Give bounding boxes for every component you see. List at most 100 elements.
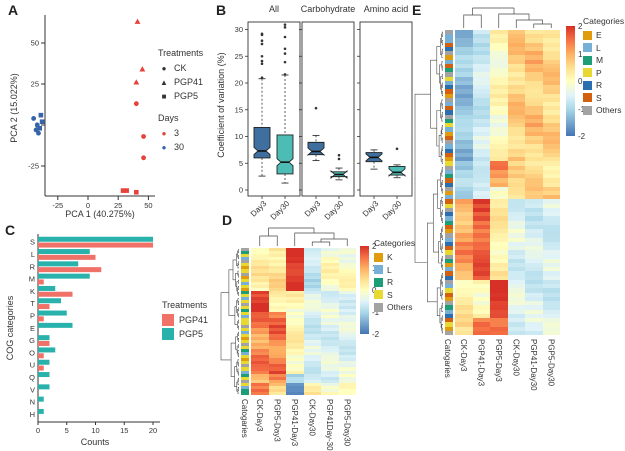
heatmap-cell (455, 106, 473, 111)
heatmap-cell (268, 318, 286, 322)
heatmap-cell (321, 346, 339, 350)
heatmap-cell (268, 376, 286, 381)
heatmap-cell (472, 296, 490, 302)
heatmap-cell (507, 271, 525, 277)
heatmap-cell (542, 279, 560, 285)
heatmap-cell (268, 379, 286, 384)
heatmap-cell (542, 93, 560, 99)
heatmap-cell (338, 275, 356, 280)
heatmap-cell (525, 322, 543, 327)
heatmap-cell (303, 339, 321, 344)
panel-a-label: A (8, 2, 19, 18)
heatmap-cell (490, 313, 508, 319)
heatmap-row (251, 309, 356, 313)
heatmap-cell (303, 391, 321, 396)
heatmap-cell (507, 284, 525, 289)
heatmap-cell (455, 157, 473, 162)
category-strip-cell (445, 169, 453, 175)
heatmap-cell (303, 278, 321, 283)
heatmap-cell (472, 76, 490, 82)
heatmap-cell (286, 318, 304, 322)
heatmap-cell (321, 385, 339, 390)
y-tick-label: 30 (235, 25, 243, 34)
heatmap-cell (507, 38, 525, 44)
heatmap-cell (507, 182, 525, 188)
category-strip-cell (445, 59, 453, 65)
y-tick-label: -25 (28, 162, 39, 171)
heatmap-cell (268, 312, 286, 316)
heatmap-cell (251, 281, 269, 286)
heatmap-cell (321, 330, 339, 335)
heatmap-cell (507, 68, 525, 73)
heatmap-cell (542, 212, 560, 217)
heatmap-cell (542, 186, 560, 192)
heatmap-cell (525, 152, 543, 158)
heatmap-row (455, 46, 560, 52)
heatmap-row (251, 263, 356, 267)
heatmap-cell (251, 248, 269, 252)
heatmap-cell (472, 93, 490, 99)
bar-pgp5 (38, 408, 44, 414)
pgp5-swatch (162, 328, 174, 340)
heatmap-cell (338, 300, 356, 304)
heatmap-cell (525, 305, 543, 310)
heatmap-cell (490, 262, 508, 268)
heatmap-cell (321, 382, 339, 387)
heatmap-cell (490, 97, 508, 103)
heatmap-cell (507, 241, 525, 247)
heatmap-row (251, 361, 356, 365)
heatmap-cell (268, 355, 286, 359)
heatmap-row (455, 118, 560, 124)
heatmap-row (251, 300, 356, 304)
bar-category-label: M (29, 275, 35, 284)
heatmap-row (455, 178, 560, 183)
heatmap-row (251, 318, 356, 322)
heatmap-row (455, 305, 560, 310)
bar-pgp5 (38, 298, 61, 304)
bar-pgp41 (38, 279, 44, 285)
heatmap-cell (490, 89, 508, 94)
heatmap-cell (268, 254, 286, 258)
outlier-point (283, 35, 287, 39)
heatmap-cell (338, 309, 356, 313)
heatmap-cell (542, 118, 560, 124)
heatmap-row (251, 312, 356, 316)
heatmap-cell (338, 330, 356, 335)
heatmap-cell (455, 148, 473, 154)
heatmap-cell (507, 123, 525, 128)
outlier-point (314, 106, 318, 110)
category-strip-cell (241, 358, 249, 362)
heatmap-cell (507, 296, 525, 302)
bar-category-label: T (30, 299, 35, 308)
heatmap-cell (321, 300, 339, 304)
heatmap-cell (286, 290, 304, 295)
heatmap-row (455, 258, 560, 264)
heatmap-row (455, 275, 560, 281)
facet-border (247, 21, 301, 197)
heatmap-cell (251, 330, 269, 335)
heatmap-cell (472, 97, 490, 103)
heatmap-cell (251, 367, 269, 371)
category-strip-cell (445, 199, 453, 205)
heatmap-cell (455, 85, 473, 90)
heatmap-cell (321, 266, 339, 270)
heatmap-cell (507, 267, 525, 272)
heatmap-cell (472, 220, 490, 226)
heatmap-cell (286, 321, 304, 325)
pca-point-circle (141, 134, 146, 139)
category-strip-cell (241, 379, 249, 384)
bar-pgp5 (38, 335, 50, 341)
heatmap-cell (542, 80, 560, 86)
category-strip-cell (445, 305, 453, 310)
heatmap-row (251, 376, 356, 381)
heatmap-cell (472, 68, 490, 73)
heatmap-cell (251, 324, 269, 329)
heatmap-cell (303, 263, 321, 267)
category-strip-cell (241, 254, 249, 258)
heatmap-e-category-strip (445, 30, 453, 336)
heatmap-cell (321, 269, 339, 273)
x-tick-label: 50 (144, 201, 152, 210)
heatmap-cell (455, 241, 473, 247)
heatmap-cell (321, 254, 339, 258)
heatmap-cell (542, 135, 560, 141)
